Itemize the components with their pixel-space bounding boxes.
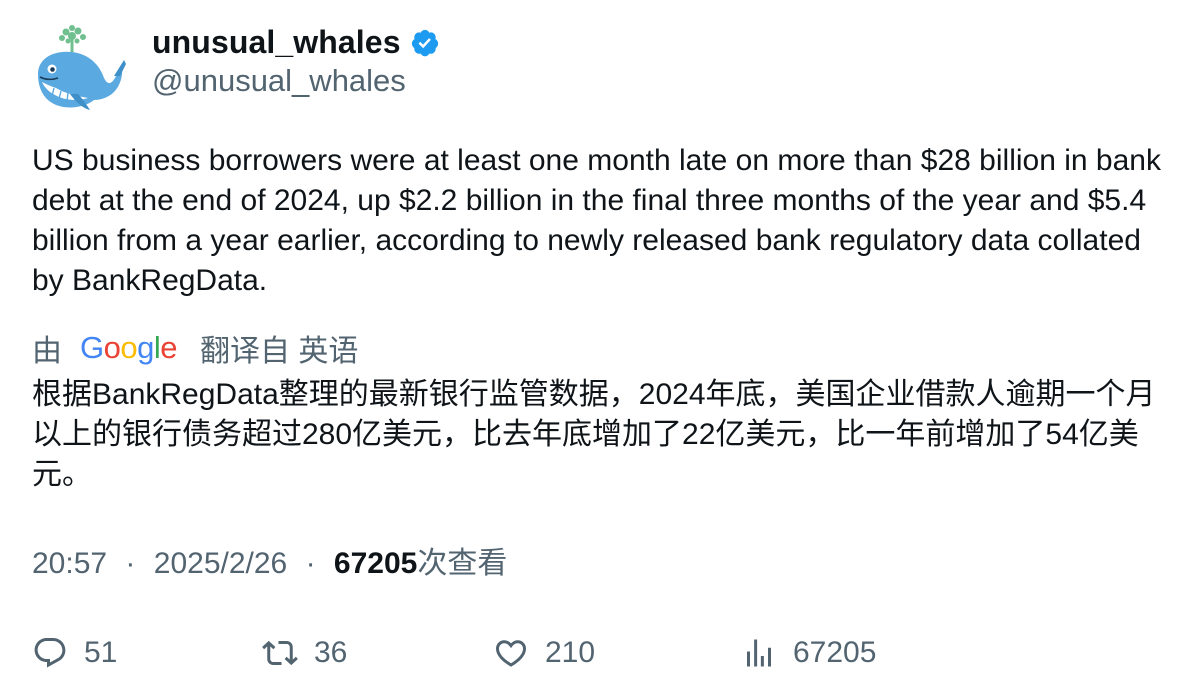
- retweet-count: 36: [314, 636, 348, 669]
- whale-avatar-icon: [38, 25, 126, 110]
- retweet-button[interactable]: 36: [262, 628, 347, 678]
- tweet-text: US business borrowers were at least one …: [32, 144, 1161, 297]
- display-name[interactable]: unusual_whales: [152, 23, 401, 60]
- translation-source: 翻译自 英语: [200, 335, 359, 368]
- svg-text:Google: Google: [80, 330, 177, 365]
- retweet-icon: [262, 640, 298, 666]
- meta-separator: ·: [305, 547, 316, 580]
- verified-badge-icon: [411, 29, 438, 57]
- views-count: 67205: [333, 547, 418, 580]
- google-logo-icon: Google: [80, 330, 178, 365]
- like-count: 210: [545, 636, 596, 669]
- tweet-meta: 20:57 · 2025/2/26 · 67205次查看: [32, 544, 507, 584]
- analytics-icon: [747, 639, 771, 667]
- meta-separator: ·: [125, 547, 136, 580]
- author-block: unusual_whales @unusual_whales: [152, 20, 440, 99]
- action-bar: 51 36 210 67205: [32, 628, 1172, 678]
- views-label: 次查看: [417, 547, 508, 580]
- avatar[interactable]: [30, 24, 126, 114]
- views-action-count: 67205: [793, 636, 877, 669]
- reply-button[interactable]: 51: [32, 628, 117, 678]
- user-handle[interactable]: @unusual_whales: [152, 63, 406, 98]
- translated-text: 根据BankRegData整理的最新银行监管数据，2024年底，美国企业借款人逾…: [32, 378, 1156, 491]
- like-button[interactable]: 210: [493, 628, 595, 678]
- heart-icon: [495, 640, 527, 667]
- translation-prefix: 由: [32, 335, 62, 368]
- reply-icon: [34, 638, 66, 668]
- tweet-time[interactable]: 20:57: [32, 547, 108, 580]
- name-row: unusual_whales: [152, 20, 440, 64]
- tweet-date[interactable]: 2025/2/26: [153, 547, 288, 580]
- reply-count: 51: [84, 636, 118, 669]
- views-button[interactable]: 67205: [741, 628, 876, 678]
- translation-attribution[interactable]: 由 Google 翻译自 英语: [32, 327, 358, 369]
